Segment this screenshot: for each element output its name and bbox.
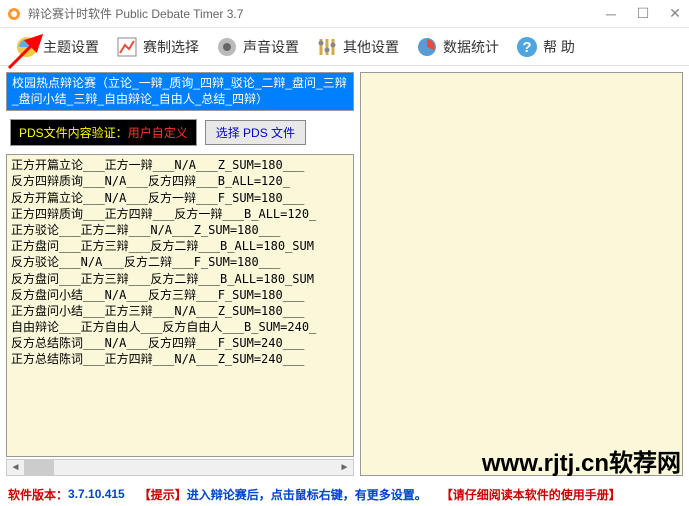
- scroll-right-button[interactable]: ►: [336, 460, 353, 475]
- tip1-text: 进入辩论赛后，点击鼠标右键，有更多设置。: [187, 486, 427, 503]
- header-line1: 校园热点辩论赛（立论_一辩_质询_四辩_驳论_二辩_盘问_三辩: [12, 76, 348, 92]
- schedule-line: 正方四辩质询___正方四辩___反方一辩___B_ALL=120_: [11, 206, 349, 222]
- left-panel: 校园热点辩论赛（立论_一辩_质询_四辩_驳论_二辩_盘问_三辩 _盘问小结_三辩…: [6, 72, 354, 476]
- toolbar-label: 数据统计: [443, 37, 499, 57]
- tools-icon: [315, 35, 339, 59]
- content-area: 校园热点辩论赛（立论_一辩_质询_四辩_驳论_二辩_盘问_三辩 _盘问小结_三辩…: [0, 66, 689, 482]
- schedule-line: 反方开篇立论___N/A___反方一辩___F_SUM=180___: [11, 190, 349, 206]
- header-line2: _盘问小结_三辩_自由辩论_自由人_总结_四辩）: [12, 92, 348, 108]
- other-settings-button[interactable]: 其他设置: [308, 30, 406, 64]
- watermark-text: www.rjtj.cn软荐网: [482, 443, 681, 478]
- pds-validate-value: 用户自定义: [128, 126, 188, 140]
- pds-select-button[interactable]: 选择 PDS 文件: [205, 120, 306, 145]
- horizontal-scrollbar[interactable]: ◄ ►: [6, 459, 354, 476]
- schedule-line: 反方盘问小结___N/A___反方三辩___F_SUM=180___: [11, 287, 349, 303]
- minimize-button[interactable]: ─: [603, 6, 619, 22]
- tip2-text: 【请仔细阅读本软件的使用手册】: [441, 486, 621, 503]
- window-controls: ─ ☐ ✕: [603, 6, 683, 22]
- format-select-button[interactable]: 赛制选择: [108, 30, 206, 64]
- maximize-button[interactable]: ☐: [635, 6, 651, 22]
- window-title: 辩论赛计时软件 Public Debate Timer 3.7: [28, 5, 603, 22]
- data-stats-button[interactable]: 数据统计: [408, 30, 506, 64]
- statusbar: 软件版本： 3.7.10.415 【提示】 进入辩论赛后，点击鼠标右键，有更多设…: [0, 482, 689, 506]
- titlebar: 辩论赛计时软件 Public Debate Timer 3.7 ─ ☐ ✕: [0, 0, 689, 28]
- toolbar-label: 赛制选择: [143, 37, 199, 57]
- debate-schedule-text[interactable]: 正方开篇立论___正方一辩___N/A___Z_SUM=180___ 反方四辩质…: [6, 154, 354, 457]
- debate-title-box: 校园热点辩论赛（立论_一辩_质询_四辩_驳论_二辩_盘问_三辩 _盘问小结_三辩…: [6, 72, 354, 111]
- format-icon: [115, 35, 139, 59]
- stats-icon: [415, 35, 439, 59]
- scroll-track[interactable]: [24, 460, 336, 475]
- scroll-left-button[interactable]: ◄: [7, 460, 24, 475]
- pointer-arrow-icon: [5, 28, 49, 72]
- right-panel: [360, 72, 683, 476]
- schedule-line: 正方总结陈词___正方四辩___N/A___Z_SUM=240___: [11, 351, 349, 367]
- schedule-line: 正方盘问小结___正方三辩___N/A___Z_SUM=180___: [11, 303, 349, 319]
- sound-settings-button[interactable]: 声音设置: [208, 30, 306, 64]
- help-button[interactable]: ? 帮 助: [508, 30, 582, 64]
- pds-validate-prefix: PDS文件内容验证：: [19, 126, 128, 140]
- sound-icon: [215, 35, 239, 59]
- pds-validate-label: PDS文件内容验证：用户自定义: [10, 119, 197, 146]
- schedule-line: 反方总结陈词___N/A___反方四辩___F_SUM=240___: [11, 335, 349, 351]
- schedule-line: 反方盘问___正方三辩___反方二辩___B_ALL=180_SUM: [11, 271, 349, 287]
- tip1-label: 【提示】: [139, 486, 187, 503]
- schedule-line: 正方开篇立论___正方一辩___N/A___Z_SUM=180___: [11, 157, 349, 173]
- schedule-line: 自由辩论___正方自由人___反方自由人___B_SUM=240_: [11, 319, 349, 335]
- toolbar-label: 其他设置: [343, 37, 399, 57]
- app-icon: [6, 6, 22, 22]
- help-icon: ?: [515, 35, 539, 59]
- toolbar: 主题设置 赛制选择 声音设置 其他设置 数据统计 ? 帮 助: [0, 28, 689, 66]
- toolbar-label: 帮 助: [543, 37, 575, 57]
- schedule-line: 正方盘问___正方三辩___反方二辩___B_ALL=180_SUM: [11, 238, 349, 254]
- toolbar-label: 主题设置: [43, 37, 99, 57]
- schedule-line: 反方四辩质询___N/A___反方四辩___B_ALL=120_: [11, 173, 349, 189]
- version-number: 3.7.10.415: [68, 487, 125, 501]
- schedule-line: 反方驳论___N/A___反方二辩___F_SUM=180___: [11, 254, 349, 270]
- version-label: 软件版本：: [8, 486, 68, 503]
- pds-button-row: PDS文件内容验证：用户自定义 选择 PDS 文件: [6, 111, 354, 154]
- toolbar-label: 声音设置: [243, 37, 299, 57]
- schedule-line: 正方驳论___正方二辩___N/A___Z_SUM=180___: [11, 222, 349, 238]
- close-button[interactable]: ✕: [667, 6, 683, 22]
- svg-text:?: ?: [522, 39, 531, 56]
- scroll-thumb[interactable]: [24, 460, 54, 475]
